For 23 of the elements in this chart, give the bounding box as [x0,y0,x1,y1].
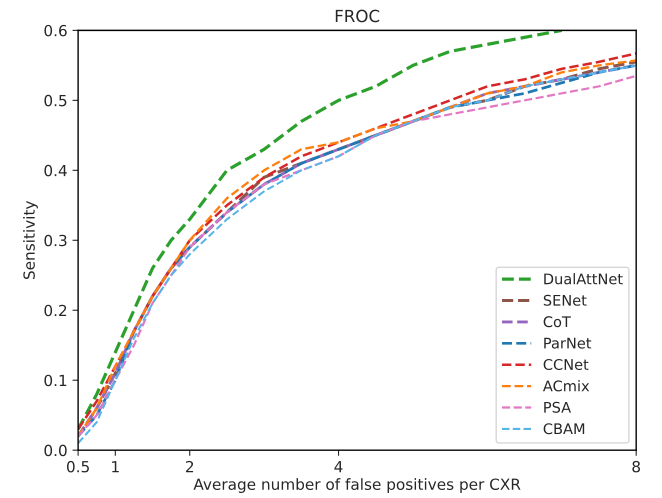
y-tick-label: 0.6 [44,24,67,36]
x-axis-title: Average number of false positives per CXR [193,478,520,493]
y-tick-label: 0.0 [44,444,67,456]
legend-label: DualAttNet [544,273,623,284]
x-tick-label: 0.5 [66,460,89,472]
y-tick-label: 0.5 [44,94,66,106]
legend-label: CCNet [544,358,588,370]
legend-label: PSA [544,402,572,413]
legend-label: CBAM [544,423,584,434]
legend-label: SENet [544,294,587,306]
y-axis-title: Sensitivity [23,200,38,280]
legend-label: ACmix [542,380,590,392]
y-tick-label: 0.1 [44,374,66,386]
y-tick-label: 0.3 [44,234,66,246]
x-tick-label: 8 [632,460,640,472]
legend-label: CoT [544,316,571,328]
y-tick-label: 0.4 [44,164,67,176]
x-tick-label: 4 [334,461,343,472]
x-tick-label: 2 [186,460,194,472]
y-tick-label: 0.2 [44,304,66,316]
x-tick-label: 1 [112,461,119,472]
legend-label: ParNet [544,338,592,349]
chart-title: FROC [336,10,380,22]
